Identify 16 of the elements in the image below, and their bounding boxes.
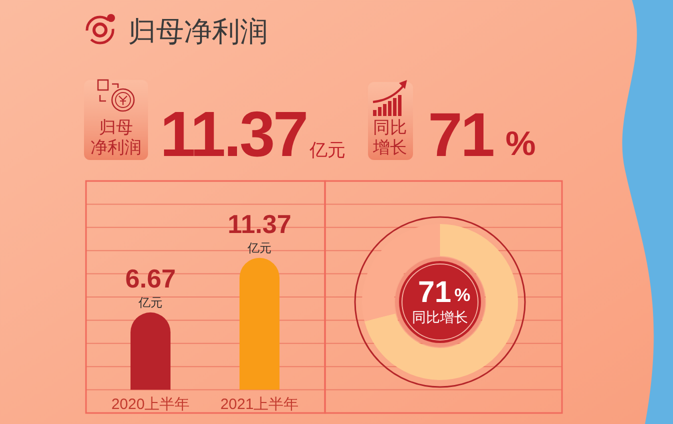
data-label: 11.37 亿元 bbox=[228, 208, 292, 255]
text: 11.37 bbox=[160, 98, 307, 170]
text: 净利润 bbox=[90, 138, 142, 157]
text: 亿元 bbox=[308, 140, 346, 160]
text: 同比增长 bbox=[412, 309, 468, 325]
text: 归母 bbox=[99, 118, 133, 137]
x-tick-label: 2020上半年 bbox=[111, 396, 190, 413]
text: 归母净利润 bbox=[128, 16, 268, 47]
text: 同比 bbox=[373, 118, 407, 137]
x-tick-label: 2021上半年 bbox=[220, 396, 299, 413]
text: 增长 bbox=[372, 138, 407, 157]
text: % bbox=[454, 285, 470, 305]
text: 71 bbox=[428, 101, 494, 170]
text: % bbox=[505, 125, 536, 163]
text: 71 bbox=[418, 276, 452, 309]
data-label: 6.67 亿元 bbox=[125, 263, 176, 310]
